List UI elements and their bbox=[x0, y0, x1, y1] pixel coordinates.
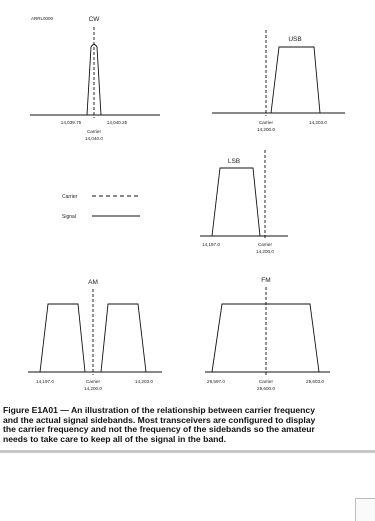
fm-diagram bbox=[205, 287, 330, 375]
figure-id-tag: ARRL0000 bbox=[31, 16, 54, 21]
next-page-corner bbox=[355, 498, 375, 521]
lsb-carrier-label: Carrier bbox=[258, 242, 273, 247]
am-left-freq: 14,197.0 bbox=[36, 379, 54, 384]
fm-carrier-freq: 29,600.0 bbox=[257, 386, 275, 391]
usb-carrier-label: Carrier bbox=[259, 120, 274, 125]
usb-right-freq: 14,203.0 bbox=[309, 120, 327, 125]
caption-line: the carrier frequency and not the freque… bbox=[3, 424, 315, 435]
cw-title: CW bbox=[89, 16, 101, 23]
fm-carrier-label: Carrier bbox=[259, 379, 274, 384]
caption-line: needs to take care to keep all of the si… bbox=[3, 433, 227, 444]
lsb-title: LSB bbox=[228, 158, 240, 165]
usb-carrier-freq: 14,200.0 bbox=[257, 127, 275, 132]
am-carrier-freq: 14,200.0 bbox=[84, 386, 102, 391]
am-diagram bbox=[28, 289, 162, 375]
legend bbox=[92, 195, 140, 217]
cw-left-freq: 14,039.75 bbox=[61, 120, 82, 125]
lsb-signal bbox=[211, 167, 261, 237]
legend-signal-label: Signal bbox=[62, 214, 76, 220]
lsb-left-freq: 14,197.0 bbox=[202, 242, 220, 247]
legend-carrier-label: Carrier bbox=[62, 194, 78, 200]
am-lower-sideband bbox=[39, 303, 86, 373]
cw-carrier-freq: 14,040.0 bbox=[85, 136, 103, 141]
usb-diagram bbox=[212, 30, 345, 116]
caption-line: Figure E1A01 — An illustration of the re… bbox=[3, 405, 315, 415]
caption-line: and the actual signal sidebands. Most tr… bbox=[3, 414, 316, 425]
figure-caption: Figure E1A01 — An illustration of the re… bbox=[3, 405, 373, 444]
lsb-diagram bbox=[200, 150, 288, 240]
fm-title: FM bbox=[261, 277, 270, 284]
lsb-carrier-freq: 14,200.0 bbox=[256, 249, 274, 254]
cw-diagram bbox=[30, 27, 160, 118]
usb-title: USB bbox=[288, 36, 301, 43]
usb-signal bbox=[270, 46, 321, 114]
fm-signal bbox=[211, 303, 320, 373]
am-upper-sideband bbox=[100, 303, 147, 373]
sideband-figure: ARRL0000 CW 14,039.75 14,040.25 Carrier … bbox=[28, 16, 345, 391]
page-divider bbox=[0, 450, 375, 453]
cw-carrier-label: Carrier bbox=[87, 129, 102, 134]
fm-left-freq: 29,597.0 bbox=[207, 379, 225, 384]
am-carrier-label: Carrier bbox=[86, 379, 101, 384]
cw-right-freq: 14,040.25 bbox=[107, 120, 128, 125]
fm-right-freq: 29,603.0 bbox=[306, 379, 324, 384]
am-right-freq: 14,203.0 bbox=[135, 379, 153, 384]
am-title: AM bbox=[88, 279, 98, 286]
